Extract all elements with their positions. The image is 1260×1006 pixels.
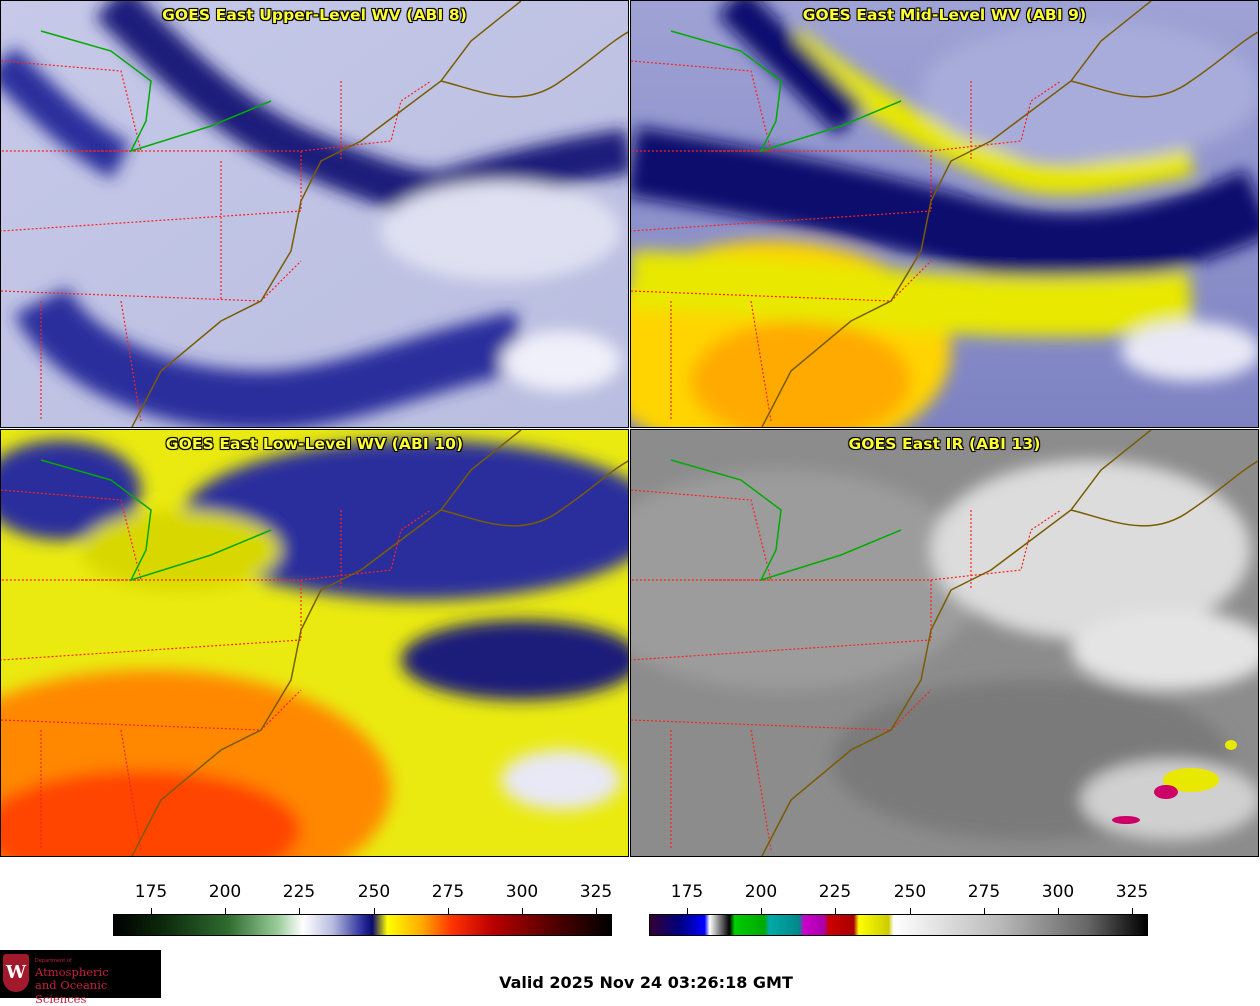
- wv-colorbar-gradient: [113, 914, 612, 936]
- panel-title: GOES East Mid-Level WV (ABI 9): [802, 6, 1087, 24]
- aos-logo: W Department of Atmospheric and Oceanic …: [0, 950, 161, 1006]
- colorbar-tick-label: 300: [505, 882, 539, 902]
- ir-colorbar-gradient: [649, 914, 1148, 936]
- colorbar-tick: [522, 908, 523, 914]
- colorbar-tick-label: 250: [357, 882, 391, 902]
- colorbar-tick-label: 225: [818, 882, 852, 902]
- colorbar-tick: [374, 908, 375, 914]
- colorbar-tick-label: 325: [1115, 882, 1149, 902]
- coastlines: [131, 1, 628, 427]
- coastlines: [761, 430, 1258, 856]
- map-panel-ir: GOES East IR (ABI 13): [630, 429, 1259, 857]
- colorbar-tick: [984, 908, 985, 914]
- coastlines: [761, 1, 1258, 427]
- colorbar-tick-label: 200: [744, 882, 778, 902]
- logo-dept-label: Department of: [35, 958, 72, 964]
- colorbar-tick-label: 325: [579, 882, 613, 902]
- map-panel-upper-wv: GOES East Upper-Level WV (ABI 8): [0, 0, 629, 428]
- colorbar-tick-label: 250: [893, 882, 927, 902]
- colorbar-tick-label: 275: [431, 882, 465, 902]
- map-image-ir: [631, 430, 1258, 856]
- panel-title: GOES East Upper-Level WV (ABI 8): [162, 6, 467, 24]
- colorbar-tick: [687, 908, 688, 914]
- colorbar-tick: [1058, 908, 1059, 914]
- map-image-low-wv: [1, 430, 628, 856]
- colorbar-tick-label: 300: [1041, 882, 1075, 902]
- colorbar-tick-label: 175: [134, 882, 168, 902]
- logo-line-1: Atmospheric: [35, 965, 109, 979]
- coastlines: [131, 430, 628, 856]
- state-borders: [1, 489, 432, 851]
- great-lakes-border: [40, 30, 272, 153]
- ir-colorbar: 175 200 225 250 275 300 325: [649, 882, 1148, 938]
- map-panel-mid-wv: GOES East Mid-Level WV (ABI 9): [630, 0, 1259, 428]
- colorbar-tick: [448, 908, 449, 914]
- colorbar-tick: [910, 908, 911, 914]
- uw-seal-icon: W: [3, 954, 29, 992]
- great-lakes-border: [670, 459, 902, 582]
- panel-title: GOES East Low-Level WV (ABI 10): [165, 435, 464, 453]
- map-image-mid-wv: [631, 1, 1258, 427]
- great-lakes-border: [670, 30, 902, 153]
- colorbar-tick: [596, 908, 597, 914]
- panel-title: GOES East IR (ABI 13): [848, 435, 1041, 453]
- colorbar-tick-label: 275: [967, 882, 1001, 902]
- map-panel-low-wv: GOES East Low-Level WV (ABI 10): [0, 429, 629, 857]
- colorbar-tick: [299, 908, 300, 914]
- cold-cloud-tops: [1112, 740, 1237, 824]
- colorbar-tick: [835, 908, 836, 914]
- wv-colorbar: 175 200 225 250 275 300 325: [113, 882, 612, 938]
- colorbar-tick: [225, 908, 226, 914]
- colorbar-tick-label: 175: [670, 882, 704, 902]
- valid-time: Valid 2025 Nov 24 03:26:18 GMT: [499, 973, 793, 992]
- colorbar-tick-label: 225: [282, 882, 316, 902]
- colorbar-tick: [761, 908, 762, 914]
- map-image-upper-wv: [1, 1, 628, 427]
- colorbar-tick: [1132, 908, 1133, 914]
- colorbar-tick: [151, 908, 152, 914]
- great-lakes-border: [40, 459, 272, 582]
- colorbar-tick-label: 200: [208, 882, 242, 902]
